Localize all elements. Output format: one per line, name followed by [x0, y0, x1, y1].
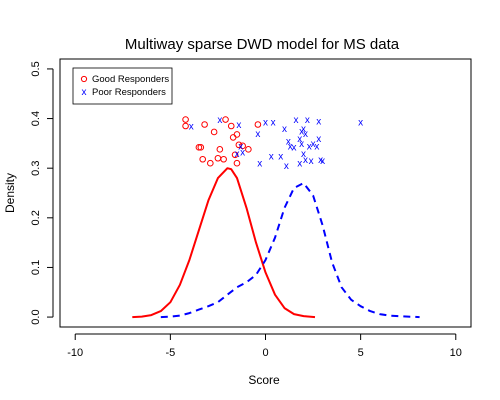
point-poor-responders: x: [301, 149, 306, 160]
legend-box: [72, 67, 173, 105]
point-poor-responders: x: [311, 139, 316, 150]
point-poor-responders: x: [217, 115, 222, 126]
point-poor-responders: x: [309, 156, 314, 167]
y-tick-label: 0.3: [30, 161, 42, 176]
point-poor-responders: x: [286, 136, 291, 147]
point-good-responders: [207, 159, 214, 167]
legend-marker-poor-responders: x: [82, 87, 87, 98]
point-poor-responders: x: [293, 115, 298, 126]
point-poor-responders: x: [316, 134, 321, 145]
point-poor-responders: x: [269, 151, 274, 162]
y-tick-label: 0.2: [30, 210, 42, 225]
point-poor-responders: x: [297, 159, 302, 170]
y-tick-label: 0.0: [30, 309, 42, 324]
point-good-responders: [210, 128, 218, 136]
x-tick-label: 10: [450, 347, 462, 359]
point-poor-responders: x: [305, 115, 310, 126]
point-good-responders: [239, 142, 246, 150]
point-poor-responders: x: [282, 124, 287, 135]
point-good-responders: [231, 151, 239, 159]
point-poor-responders: x: [238, 141, 243, 152]
point-poor-responders: x: [358, 118, 363, 129]
point-good-responders: [182, 122, 189, 130]
point-poor-responders: x: [288, 141, 293, 152]
y-axis-label: Density: [3, 173, 17, 213]
point-good-responders: [195, 144, 203, 151]
point-poor-responders: x: [320, 156, 325, 167]
x-tick-label: -5: [165, 347, 175, 359]
point-good-responders: [216, 146, 224, 153]
x-tick-label: 0: [262, 347, 268, 359]
x-tick-label: -10: [67, 347, 83, 359]
point-poor-responders: x: [284, 161, 289, 172]
point-poor-responders: x: [255, 129, 260, 140]
plot-frame: [59, 58, 472, 328]
legend: Good Responders x Poor Responders: [72, 67, 173, 105]
point-poor-responders: x: [318, 155, 323, 166]
point-good-responders: [233, 159, 241, 167]
x-tick-label: 5: [358, 347, 364, 359]
point-poor-responders: x: [234, 149, 239, 160]
x-axis-label: Score: [248, 373, 280, 387]
y-tick-label: 0.5: [30, 61, 42, 76]
point-good-responders: [235, 141, 243, 149]
point-poor-responders: x: [240, 147, 245, 158]
point-poor-responders: x: [257, 159, 262, 170]
legend-label-good-responders: Good Responders: [92, 74, 169, 85]
point-good-responders: [222, 116, 229, 123]
point-poor-responders: x: [236, 120, 241, 131]
point-poor-responders: x: [316, 117, 321, 128]
point-poor-responders: x: [307, 141, 312, 152]
point-poor-responders: x: [189, 122, 194, 133]
point-poor-responders: x: [301, 124, 306, 135]
legend-marker-good-responders: [80, 75, 88, 83]
point-poor-responders: x: [303, 155, 308, 166]
point-good-responders: [201, 121, 208, 128]
point-good-responders: [245, 146, 252, 153]
point-poor-responders: x: [297, 134, 302, 145]
point-poor-responders: x: [314, 141, 319, 152]
y-axis: 0.0 0.1 0.2 0.3 0.4 0.5: [30, 61, 54, 325]
point-good-responders: [227, 122, 235, 130]
point-good-responders: [220, 155, 227, 163]
chart-title: Multiway sparse DWD model for MS data: [125, 36, 400, 53]
point-poor-responders: x: [278, 151, 283, 162]
density-curves: [132, 167, 420, 319]
point-poor-responders: x: [271, 118, 276, 129]
series-line-good-responders: [132, 167, 316, 319]
legend-label-poor-responders: Poor Responders: [92, 87, 166, 98]
point-poor-responders: x: [299, 139, 304, 150]
point-good-responders: [182, 116, 189, 123]
point-poor-responders: x: [299, 126, 304, 137]
x-axis: -10 -5 0 5 10: [67, 333, 462, 359]
point-poor-responders: x: [263, 118, 268, 129]
point-good-responders: [254, 121, 262, 128]
point-good-responders: [197, 144, 205, 151]
point-poor-responders: x: [292, 142, 297, 153]
point-good-responders: [233, 131, 241, 138]
point-good-responders: [199, 155, 207, 163]
y-tick-label: 0.1: [30, 260, 42, 275]
y-tick-label: 0.4: [30, 111, 42, 126]
point-poor-responders: x: [303, 129, 308, 140]
